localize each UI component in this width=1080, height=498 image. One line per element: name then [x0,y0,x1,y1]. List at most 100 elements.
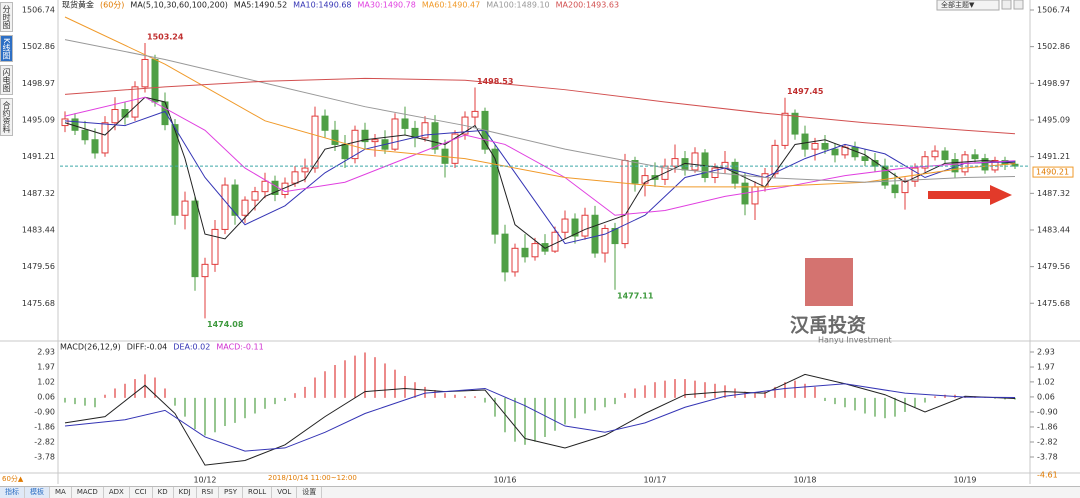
candle-body [671,158,679,167]
candle-body [971,154,979,160]
candle-body [161,101,169,126]
y-tick-label: 1.02 [37,377,55,386]
toolbar-item[interactable]: VOL [272,487,298,498]
candle-body [211,228,219,265]
toolbar-item[interactable]: RSI [197,487,220,498]
theme-button[interactable] [936,0,1000,11]
candle-body [811,143,819,150]
y-tick-label: -1.86 [1037,422,1058,431]
line [64,16,1016,188]
tab[interactable]: 闪电图 [0,65,13,96]
candle-body [941,150,949,161]
tab[interactable]: K线图 [0,35,13,63]
y-tick-label: -2.82 [1037,437,1058,446]
y-tick-label: 1.02 [1037,377,1055,386]
toolbar-item[interactable]: 指标 [0,487,25,498]
candle-body [291,171,299,184]
y-tick-label: 1495.09 [22,115,55,124]
y-tick-label: 1502.86 [22,42,55,51]
icon-button[interactable] [1001,0,1012,10]
candle-body [721,161,729,169]
candle-body [351,129,359,160]
y-tick-label: 2.93 [37,348,55,357]
candle-body [581,214,589,237]
candle-body [691,152,699,171]
candle-body [561,218,569,233]
y-tick-label: 1479.56 [1037,262,1070,271]
toolbar-item[interactable]: 模板 [25,487,50,498]
toolbar-item[interactable]: CCI [130,487,153,498]
theme-button-label[interactable]: 全部主题▼ [941,0,975,9]
candle-body [71,118,79,131]
candle-body [591,214,599,254]
candle-body [751,186,759,205]
tab[interactable]: 分时图 [0,2,13,32]
line [64,77,1016,135]
time-range: 2018/10/14 11:00~12:00 [268,474,357,482]
toolbar-item[interactable]: ADX [104,487,130,498]
y-tick-label: 1498.97 [22,79,55,88]
candle-body [241,199,249,216]
toolbar-item[interactable]: KDJ [174,487,197,498]
tab[interactable]: 合约资料 [0,98,13,137]
y-tick-label: 1479.56 [22,262,55,271]
line [64,96,1016,216]
toolbar-item[interactable]: 设置 [297,487,323,498]
candle-body [431,122,439,150]
y-tick-label: 1.97 [37,363,55,372]
y-tick-label: 1506.74 [1037,6,1070,15]
candle-body [981,158,989,171]
toolbar-item[interactable]: PSY [219,487,243,498]
y-tick-label: 1483.44 [22,225,55,234]
x-tick-label: 10/18 [793,476,816,485]
price-annotation: 1474.08 [207,320,244,329]
arrow [928,185,1012,205]
toolbar: 指标 模板 MA MACD ADX CCI KD KDJ RSI PSY ROLL VOL 设置 [0,486,1080,498]
y-tick-label: -3.78 [1037,453,1058,462]
legend-item: MA100:1489.10 [486,1,549,10]
price-annotation: 1503.24 [147,33,184,42]
toolbar-item[interactable]: MA [50,487,72,498]
legend-item: MA200:1493.63 [556,1,619,10]
candle-body [171,124,179,216]
candle-body [251,191,259,201]
candle-body [521,247,529,258]
chart: 汉禹投资 Hanyu Investment 全部主题▼ 60分▲ 2018/10… [0,0,1080,486]
candle-body [391,118,399,150]
toolbar-item[interactable]: KD [153,487,174,498]
candle-body [301,167,309,173]
candle-body [601,227,609,254]
candle-body [181,200,189,216]
line [64,96,1016,249]
candle-body [571,218,579,237]
y-tick-label: 1502.86 [1037,42,1070,51]
background [0,0,1080,486]
candle-body [421,122,429,139]
candle-body [131,86,139,118]
y-tick-label: 0.06 [1037,392,1055,401]
toolbar-item[interactable]: MACD [72,487,104,498]
candle-body [311,115,319,169]
icon-button[interactable] [1013,0,1024,10]
candle-body [921,156,929,169]
period-button[interactable]: 60分▲ [2,474,24,483]
x-tick-label: 10/16 [493,476,516,485]
candle-body [621,159,629,245]
y-tick-label: 2.93 [1037,348,1055,357]
toolbar-item[interactable]: ROLL [243,487,273,498]
candle-body [261,180,269,193]
watermark-stamp [805,258,853,306]
line [64,383,1016,452]
candle-body [451,133,459,164]
candle-body [141,58,149,88]
candle-body [931,150,939,158]
candle-body [781,112,789,146]
candle-body [101,122,109,154]
candle-body [861,156,869,161]
legend-item: 现货黄金 [62,0,94,10]
line [64,110,1016,245]
candle-body [91,139,99,154]
y-tick-label: 1487.32 [22,189,55,198]
legend-item: MA60:1490.47 [422,1,480,10]
